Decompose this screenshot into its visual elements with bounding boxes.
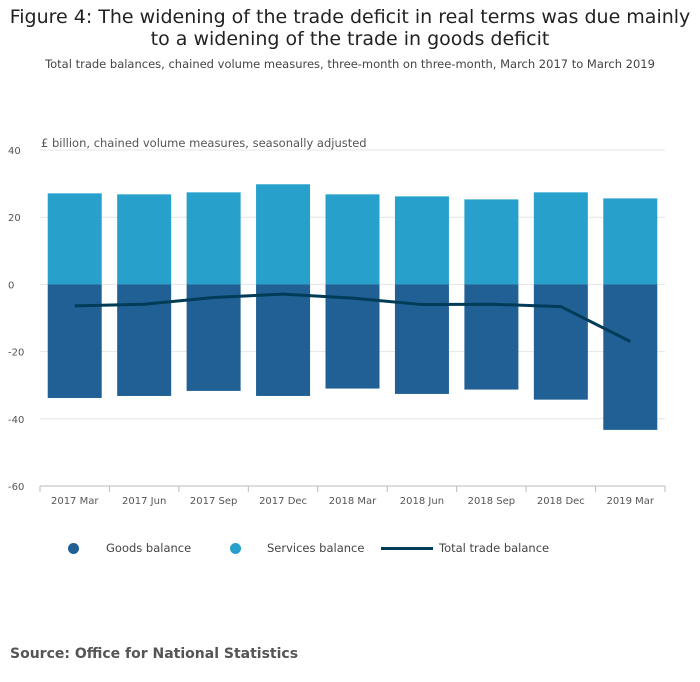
services-bar bbox=[464, 199, 519, 285]
legend-item-goods: Goods balance bbox=[68, 541, 191, 555]
services-bar bbox=[117, 194, 172, 285]
services-bar bbox=[325, 194, 380, 285]
services-bar bbox=[603, 198, 658, 285]
services-bar bbox=[47, 193, 102, 285]
y-tick-label: 0 bbox=[8, 280, 14, 291]
services-bar bbox=[394, 196, 449, 285]
x-tick-label: 2018 Mar bbox=[329, 496, 377, 507]
y-tick-label: 20 bbox=[8, 213, 21, 224]
x-tick-label: 2017 Mar bbox=[51, 496, 99, 507]
goods-bar bbox=[603, 284, 658, 430]
services-swatch-icon bbox=[230, 542, 241, 554]
goods-bar bbox=[256, 284, 311, 396]
legend-item-services: Services balance bbox=[230, 541, 364, 555]
legend-item-total: Total trade balance bbox=[381, 541, 549, 555]
y-tick-label: -40 bbox=[8, 415, 24, 426]
chart-title: Figure 4: The widening of the trade defi… bbox=[9, 6, 691, 50]
x-tick-label: 2018 Sep bbox=[468, 496, 515, 507]
y-axis-label: £ billion, chained volume measures, seas… bbox=[41, 136, 367, 150]
y-tick-label: -60 bbox=[8, 482, 24, 493]
x-tick-label: 2017 Jun bbox=[122, 496, 166, 507]
x-tick-label: 2019 Mar bbox=[607, 496, 655, 507]
goods-bar bbox=[186, 284, 241, 391]
legend-label: Services balance bbox=[267, 541, 365, 555]
goods-bar bbox=[325, 284, 380, 389]
goods-bar bbox=[394, 284, 449, 394]
total-line-swatch-icon bbox=[381, 546, 433, 550]
goods-bar bbox=[533, 284, 588, 400]
y-tick-label: -20 bbox=[8, 348, 24, 359]
x-tick-label: 2018 Dec bbox=[537, 496, 585, 507]
legend-label: Total trade balance bbox=[439, 541, 550, 555]
goods-bar bbox=[47, 284, 102, 398]
legend-label: Goods balance bbox=[106, 541, 192, 555]
services-bar bbox=[533, 192, 588, 285]
y-tick-label: 40 bbox=[8, 146, 21, 157]
x-tick-label: 2017 Dec bbox=[259, 496, 307, 507]
x-tick-label: 2017 Sep bbox=[190, 496, 237, 507]
services-bar bbox=[256, 184, 311, 285]
chart: £ billion, chained volume measures, seas… bbox=[8, 136, 666, 507]
chart-subtitle: Total trade balances, chained volume mea… bbox=[45, 57, 655, 71]
goods-bar bbox=[464, 284, 519, 390]
services-bar bbox=[186, 192, 241, 285]
goods-swatch-icon bbox=[68, 542, 79, 554]
legend: Goods balance Services balance Total tra… bbox=[0, 541, 700, 559]
x-tick-label: 2018 Jun bbox=[400, 496, 444, 507]
source-note: Source: Office for National Statistics bbox=[10, 646, 299, 662]
